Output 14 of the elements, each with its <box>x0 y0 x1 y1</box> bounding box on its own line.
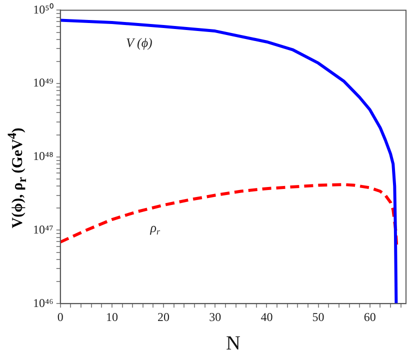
x-tick-label: 60 <box>364 310 376 324</box>
x-axis-title: N <box>226 332 240 354</box>
x-tick-label: 50 <box>312 310 324 324</box>
y-tick-label: 10⁴⁶ <box>32 296 54 310</box>
y-tick-label: 10⁴⁹ <box>32 76 54 90</box>
x-tick-label: 30 <box>209 310 222 324</box>
y-tick-label: 10⁵⁰ <box>33 2 54 16</box>
series-label: V (ϕ) <box>126 34 152 50</box>
x-tick-label: 40 <box>260 310 273 324</box>
y-tick-label: 10⁴⁸ <box>32 149 54 164</box>
x-tick-label: 0 <box>57 310 64 324</box>
x-tick-label: 20 <box>158 310 170 324</box>
x-tick-label: 10 <box>106 310 118 324</box>
y-tick-label: 10⁴⁷ <box>32 222 54 236</box>
